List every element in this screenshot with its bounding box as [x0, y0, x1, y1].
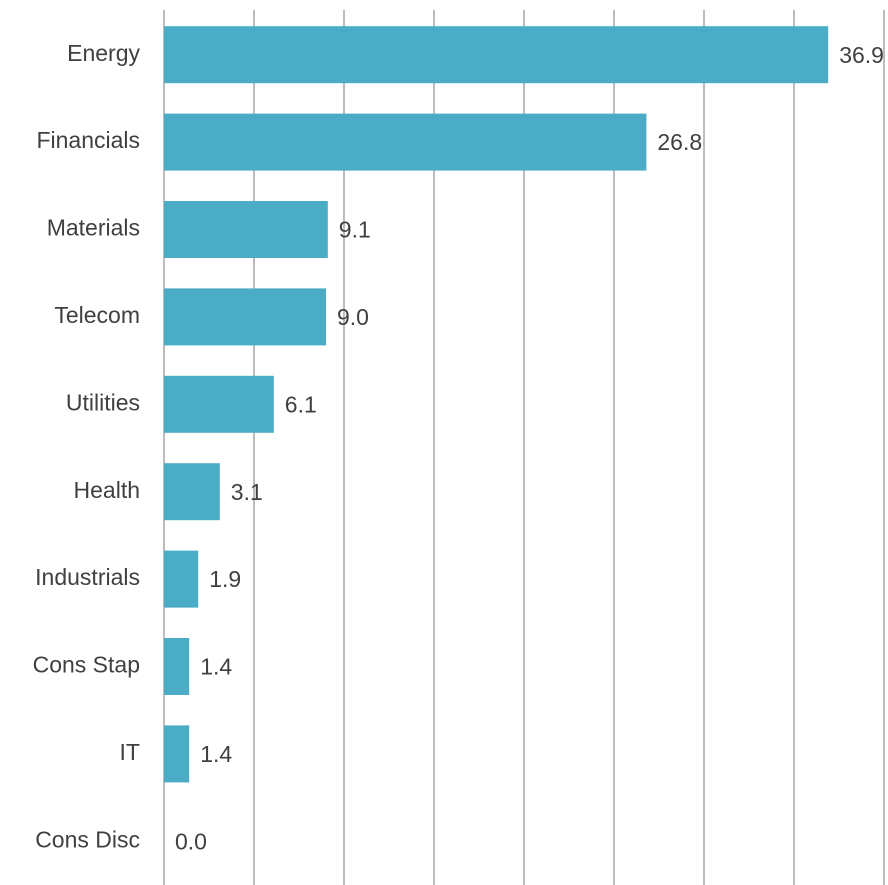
y-tick-label: IT [120, 739, 140, 765]
data-label: 9.1 [339, 217, 371, 243]
y-tick-label: Industrials [35, 564, 140, 590]
data-label: 3.1 [231, 479, 263, 505]
y-tick-label: Financials [36, 127, 140, 153]
data-label: 1.4 [200, 741, 232, 767]
y-tick-label: Energy [67, 40, 140, 66]
bar [164, 113, 647, 171]
data-label: 9.0 [337, 304, 369, 330]
bar [164, 463, 220, 521]
data-label: 0.0 [175, 828, 207, 854]
data-label: 1.9 [209, 566, 241, 592]
bar [164, 375, 274, 433]
data-label: 1.4 [200, 654, 232, 680]
bar [164, 725, 190, 783]
bar [164, 288, 326, 346]
data-label: 6.1 [285, 391, 317, 417]
bar [164, 26, 829, 84]
y-tick-label: Materials [47, 215, 140, 241]
y-tick-label: Cons Stap [33, 652, 140, 678]
bar [164, 201, 328, 258]
y-tick-label: Telecom [54, 302, 140, 328]
bar [164, 638, 190, 695]
data-label: 26.8 [657, 129, 702, 155]
y-tick-label: Utilities [66, 389, 140, 415]
data-label: 36.9 [839, 42, 884, 68]
bar [164, 550, 199, 608]
y-tick-label: Cons Disc [35, 826, 140, 852]
y-tick-label: Health [74, 477, 140, 503]
